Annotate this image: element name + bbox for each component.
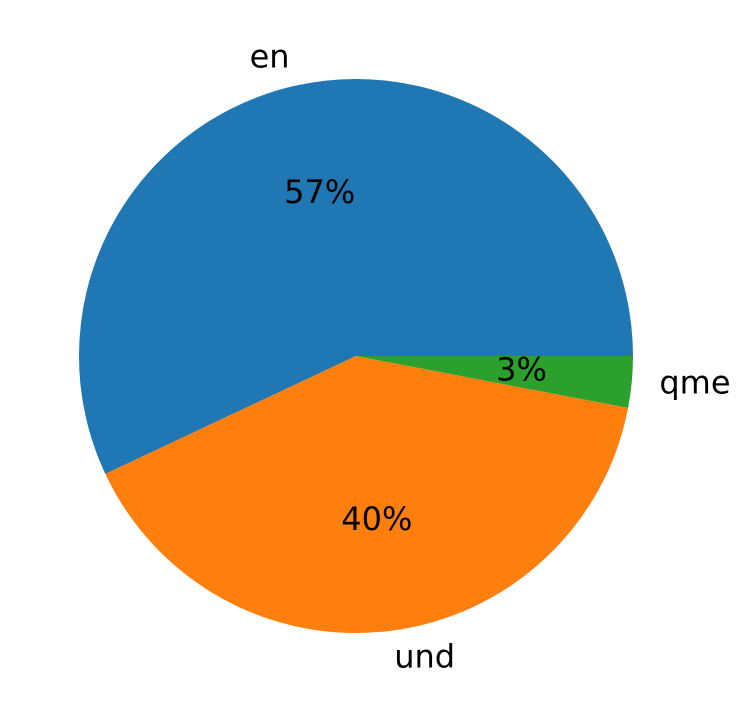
pie-slice — [105, 356, 629, 633]
slice-label: und — [394, 637, 455, 675]
value-label: 57% — [284, 173, 355, 211]
pie-slice — [78, 78, 634, 474]
slice-label: en — [250, 38, 290, 76]
value-label: 40% — [341, 500, 412, 538]
slice-label: qme — [659, 364, 730, 402]
value-label: 3% — [496, 351, 547, 389]
pie-slice — [356, 356, 633, 408]
